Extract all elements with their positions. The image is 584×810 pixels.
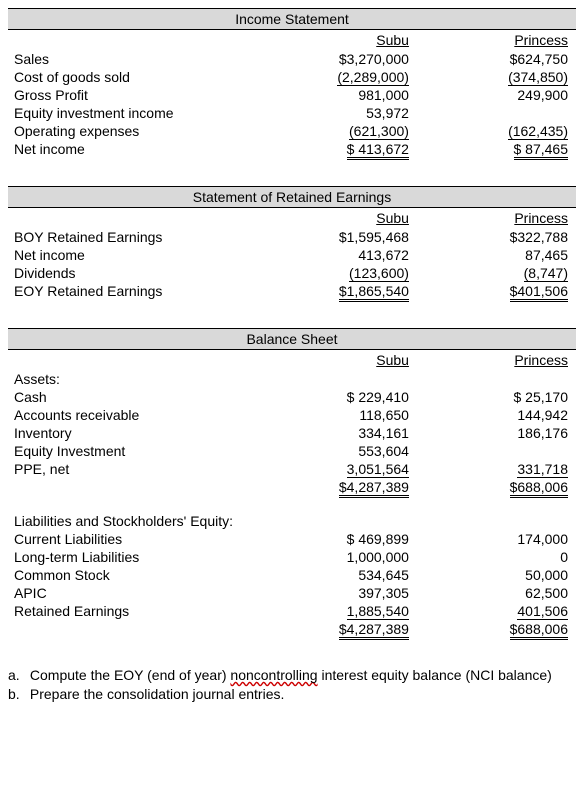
- row-val: 50,000: [440, 566, 576, 584]
- row-val: 174,000: [440, 530, 576, 548]
- row-val: $ 413,672: [347, 141, 409, 160]
- row-label: Retained Earnings: [8, 602, 281, 620]
- row-val: 1,000,000: [281, 548, 417, 566]
- row-label: Current Liabilities: [8, 530, 281, 548]
- row-label: Gross Profit: [8, 86, 281, 104]
- row-val: 144,942: [440, 406, 576, 424]
- row-val: (162,435): [508, 123, 568, 140]
- row-val: $ 229,410: [281, 388, 417, 406]
- col-header-princess: Princess: [440, 30, 576, 50]
- q-marker: a.: [8, 666, 26, 685]
- row-val: (8,747): [524, 265, 568, 282]
- income-table: Subu Princess Sales $3,270,000 $624,750 …: [8, 30, 576, 158]
- balance-sheet: Balance Sheet Subu Princess Assets: Cash…: [8, 328, 576, 638]
- row-val: (123,600): [349, 265, 409, 282]
- col-header-princess: Princess: [440, 208, 576, 228]
- balance-title: Balance Sheet: [8, 328, 576, 350]
- q-text: Prepare the consolidation journal entrie…: [30, 686, 285, 702]
- row-label: EOY Retained Earnings: [8, 282, 281, 300]
- row-val: $4,287,389: [339, 479, 409, 498]
- row-label: Net income: [8, 140, 281, 158]
- retained-earnings: Statement of Retained Earnings Subu Prin…: [8, 186, 576, 300]
- row-val: 413,672: [281, 246, 417, 264]
- row-label: Equity investment income: [8, 104, 281, 122]
- row-val: $ 87,465: [514, 141, 569, 160]
- retained-title: Statement of Retained Earnings: [8, 186, 576, 208]
- row-val: 331,718: [517, 461, 568, 478]
- row-label: Dividends: [8, 264, 281, 282]
- q-text: Compute the EOY (end of year): [30, 667, 231, 683]
- row-val: 62,500: [440, 584, 576, 602]
- row-val: $4,287,389: [339, 621, 409, 640]
- row-val: (374,850): [508, 69, 568, 86]
- question-a: a. Compute the EOY (end of year) noncont…: [8, 666, 576, 685]
- row-val: 53,972: [281, 104, 417, 122]
- row-val: 981,000: [281, 86, 417, 104]
- col-header-subu: Subu: [281, 30, 417, 50]
- row-label: Long-term Liabilities: [8, 548, 281, 566]
- retained-table: Subu Princess BOY Retained Earnings $1,5…: [8, 208, 576, 300]
- question-b: b. Prepare the consolidation journal ent…: [8, 685, 576, 704]
- row-label: Inventory: [8, 424, 281, 442]
- row-label: Net income: [8, 246, 281, 264]
- row-val: $322,788: [440, 228, 576, 246]
- row-label: Cost of goods sold: [8, 68, 281, 86]
- row-val: 3,051,564: [347, 461, 409, 478]
- row-val: 118,650: [281, 406, 417, 424]
- income-title: Income Statement: [8, 8, 576, 30]
- row-label: BOY Retained Earnings: [8, 228, 281, 246]
- income-statement: Income Statement Subu Princess Sales $3,…: [8, 8, 576, 158]
- row-val: $1,595,468: [281, 228, 417, 246]
- row-label: APIC: [8, 584, 281, 602]
- liab-header: Liabilities and Stockholders' Equity:: [8, 512, 576, 530]
- row-val: $688,006: [510, 479, 568, 498]
- q-text: interest equity balance (NCI balance): [318, 667, 552, 683]
- row-val: $ 25,170: [440, 388, 576, 406]
- row-val: 186,176: [440, 424, 576, 442]
- col-header-subu: Subu: [281, 208, 417, 228]
- balance-table: Subu Princess Assets: Cash $ 229,410 $ 2…: [8, 350, 576, 638]
- row-val: (2,289,000): [337, 69, 409, 86]
- row-val: 1,885,540: [347, 603, 409, 620]
- assets-header: Assets:: [8, 370, 281, 388]
- row-val: $624,750: [440, 50, 576, 68]
- row-val: 553,604: [281, 442, 417, 460]
- col-header-subu: Subu: [281, 350, 417, 370]
- row-val: 534,645: [281, 566, 417, 584]
- row-val: 249,900: [440, 86, 576, 104]
- row-val: (621,300): [349, 123, 409, 140]
- row-label: Equity Investment: [8, 442, 281, 460]
- row-val: 87,465: [440, 246, 576, 264]
- q-wavy: noncontrolling: [230, 667, 317, 683]
- row-val: $3,270,000: [281, 50, 417, 68]
- q-marker: b.: [8, 685, 26, 704]
- row-val: 0: [440, 548, 576, 566]
- row-label: PPE, net: [8, 460, 281, 478]
- col-header-princess: Princess: [440, 350, 576, 370]
- row-val: [440, 442, 576, 460]
- row-label: Accounts receivable: [8, 406, 281, 424]
- row-val: $401,506: [510, 283, 568, 302]
- row-val: 401,506: [517, 603, 568, 620]
- row-val: 397,305: [281, 584, 417, 602]
- row-val: 334,161: [281, 424, 417, 442]
- row-label: Sales: [8, 50, 281, 68]
- questions: a. Compute the EOY (end of year) noncont…: [8, 666, 576, 704]
- row-val: $688,006: [510, 621, 568, 640]
- row-label: Cash: [8, 388, 281, 406]
- row-val: $ 469,899: [281, 530, 417, 548]
- row-val: $1,865,540: [339, 283, 409, 302]
- row-label: Operating expenses: [8, 122, 281, 140]
- row-val: [440, 104, 576, 122]
- row-label: Common Stock: [8, 566, 281, 584]
